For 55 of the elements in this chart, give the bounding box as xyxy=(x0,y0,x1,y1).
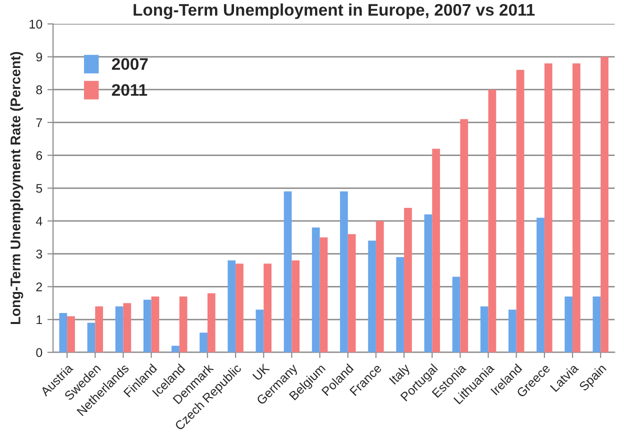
bar xyxy=(424,214,432,352)
bar xyxy=(396,257,404,352)
bar xyxy=(600,56,608,352)
bar xyxy=(460,119,468,352)
bar xyxy=(536,218,544,352)
legend-label: 2011 xyxy=(112,84,148,96)
bar xyxy=(320,237,328,352)
y-tick-label: 10 xyxy=(30,20,42,29)
bar xyxy=(228,260,236,352)
bar xyxy=(376,220,384,352)
bar xyxy=(179,296,188,352)
bar xyxy=(340,191,348,352)
y-tick-label: 6 xyxy=(36,151,42,160)
bar xyxy=(95,306,104,352)
bar xyxy=(572,63,580,352)
bar xyxy=(488,90,496,352)
bar xyxy=(292,260,300,352)
bar xyxy=(151,296,160,352)
bar xyxy=(256,310,264,352)
bar xyxy=(59,312,68,352)
bar xyxy=(432,148,440,352)
y-tick-label: 0 xyxy=(36,348,42,357)
bar xyxy=(348,234,356,352)
y-axis-title: Long-Term Unemployment Rate (Percent) xyxy=(10,52,24,324)
bar xyxy=(172,346,180,352)
y-tick-label: 9 xyxy=(36,52,42,62)
bar xyxy=(480,306,488,352)
bar xyxy=(516,70,524,352)
y-tick-label: 3 xyxy=(36,250,42,258)
bar xyxy=(544,63,552,352)
y-tick-label: 2 xyxy=(36,282,42,292)
bar xyxy=(312,228,320,352)
bar xyxy=(264,264,272,352)
bar xyxy=(508,310,516,352)
bar xyxy=(236,264,244,352)
bar xyxy=(452,276,460,352)
bar xyxy=(592,296,601,352)
bar xyxy=(284,191,292,352)
y-tick-label: 1 xyxy=(36,315,42,324)
bar xyxy=(143,300,152,352)
bar xyxy=(115,306,124,352)
bar xyxy=(123,303,132,352)
y-tick-label: 4 xyxy=(36,216,42,226)
bar xyxy=(368,240,376,352)
bar xyxy=(404,208,412,352)
bar xyxy=(207,293,216,352)
bar xyxy=(67,316,75,352)
bar xyxy=(564,296,573,352)
y-tick-label: 8 xyxy=(36,85,42,94)
bar xyxy=(200,332,208,352)
y-tick-label: 7 xyxy=(36,118,42,127)
bar xyxy=(87,322,96,352)
legend-label: 2007 xyxy=(112,58,148,70)
y-tick-label: 5 xyxy=(36,184,42,193)
chart-title: Long-Term Unemployment in Europe, 2007 vs 2011 xyxy=(134,4,535,20)
